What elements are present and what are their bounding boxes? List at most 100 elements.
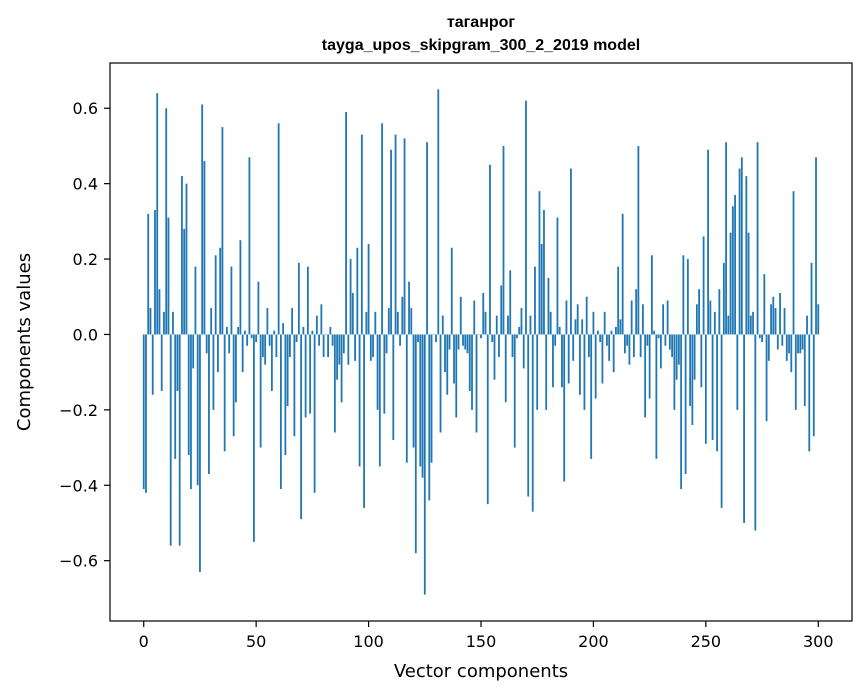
bar-47 [248,157,251,335]
bar-160 [502,145,505,335]
bar-62 [282,323,285,335]
bar-297 [810,262,813,335]
bar-281 [774,308,777,335]
bar-108 [385,334,388,354]
bar-60 [277,123,280,335]
bar-5 [154,210,156,335]
bar-18 [183,228,186,335]
bar-295 [806,315,808,335]
bar-133 [441,315,444,335]
bar-15 [176,334,179,392]
bar-264 [736,334,739,410]
bar-127 [428,334,431,501]
bar-254 [713,311,716,335]
bar-182 [552,334,554,388]
bar-95 [356,247,359,335]
bar-193 [576,304,579,335]
bar-37 [226,326,228,335]
bar-174 [534,266,536,335]
x-tick-label: 200 [578,632,609,651]
bar-169 [522,334,525,369]
bar-220 [637,145,640,335]
bar-208 [610,330,613,335]
bar-98 [363,334,365,508]
bar-74 [309,334,312,414]
bar-125 [423,334,426,595]
bar-239 [680,334,683,490]
bar-103 [374,311,377,335]
bar-226 [650,255,653,335]
bar-284 [781,334,784,346]
bar-232 [664,334,667,346]
bar-158 [498,334,500,358]
bar-176 [538,191,541,335]
bar-27 [203,161,206,335]
bar-144 [466,334,469,354]
bar-70 [300,334,303,520]
bar-157 [495,315,498,335]
bar-85 [333,334,336,433]
bar-41 [235,334,237,403]
bar-136 [448,334,451,350]
bar-251 [707,149,709,335]
bar-141 [459,296,462,335]
bar-series [142,89,820,595]
bar-154 [489,164,491,335]
bar-156 [493,334,496,380]
x-axis-ticks: 0 50 100 150 200 250 300 [139,621,834,651]
bar-79 [320,304,323,335]
bar-131 [437,89,440,335]
bar-153 [486,334,489,505]
bar-168 [520,308,523,335]
bar-186 [561,334,563,388]
bar-294 [803,334,806,407]
x-tick-label: 100 [353,632,384,651]
bar-216 [628,334,631,365]
bar-106 [381,123,383,335]
bar-26 [201,104,204,335]
bar-44 [241,334,244,373]
bar-112 [394,134,397,335]
bar-71 [302,326,305,335]
bar-214 [624,334,626,354]
bar-162 [507,315,509,335]
bar-233 [666,300,669,335]
bar-192 [574,319,577,335]
bar-276 [763,274,766,335]
bar-78 [318,334,321,346]
bar-13 [172,311,174,335]
bar-183 [554,334,557,346]
bar-92 [349,259,352,335]
bar-240 [682,255,685,335]
bar-6 [156,93,159,335]
bar-197 [585,296,588,335]
bar-246 [695,304,698,335]
bar-287 [788,334,790,354]
bar-212 [619,319,622,335]
bar-57 [270,334,273,392]
bar-235 [671,334,674,358]
bar-9 [163,311,165,335]
bar-49 [253,334,255,542]
bar-73 [306,266,309,335]
bar-113 [396,311,399,335]
bar-35 [221,127,224,335]
bar-114 [399,334,401,346]
bar-12 [169,334,172,546]
bar-272 [754,334,757,531]
bar-222 [641,304,644,335]
bar-247 [698,289,700,335]
bar-0 [142,334,145,490]
bar-255 [716,334,718,452]
bar-249 [702,236,705,335]
bar-69 [297,262,300,335]
bar-250 [704,334,707,444]
x-tick-label: 250 [691,632,722,651]
bar-118 [408,281,410,335]
bar-292 [799,334,802,354]
bar-94 [354,334,356,361]
bar-236 [673,334,676,410]
bar-262 [731,206,734,335]
bar-96 [358,334,361,467]
